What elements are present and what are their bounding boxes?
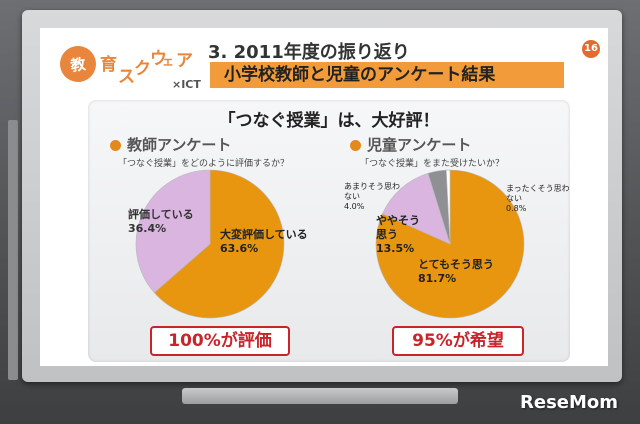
student-slice-3-value: 4.0%: [344, 202, 365, 211]
student-label-slice-2: ややそう思う 13.5%: [376, 214, 426, 255]
logo-char-6: ェ: [162, 54, 175, 68]
student-label-slice-4: まったくそう思わない 0.8%: [506, 184, 570, 214]
monitor-stand: [182, 388, 458, 404]
teacher-slice-1-label: 大変評価している: [220, 228, 308, 241]
teacher-label-slice-1: 大変評価している 63.6%: [220, 228, 308, 256]
teacher-label-slice-2: 評価している 36.4%: [128, 208, 194, 236]
logo-char-7: ア: [176, 51, 193, 71]
student-slice-3-label: あまりそう思わない: [344, 182, 400, 201]
student-slice-4-label: まったくそう思わない: [506, 184, 570, 203]
teacher-callout: 100%が評価: [150, 326, 290, 356]
teacher-question: 「つなぐ授業」をどのように評価するか？: [118, 159, 290, 169]
teacher-chart-title-text: 教師アンケート: [127, 136, 232, 154]
slide-title: 3. 2011年度の振り返り: [208, 42, 410, 63]
student-chart-title: 児童アンケート: [350, 134, 471, 155]
watermark: ReseMom: [520, 392, 619, 413]
student-question: 「つなぐ授業」をまた受けたいか？: [360, 159, 505, 169]
student-slice-1-value: 81.7%: [418, 271, 457, 285]
bullet-dot-icon: [110, 140, 121, 151]
student-slice-2-label: ややそう思う: [376, 214, 420, 241]
student-slice-4: [445, 169, 451, 245]
student-label-slice-3: あまりそう思わない 4.0%: [344, 182, 406, 212]
logo-char-3: ス: [118, 67, 135, 87]
teacher-slice-2: [135, 169, 211, 294]
student-slice-2-value: 13.5%: [376, 241, 415, 255]
teacher-chart-title: 教師アンケート: [110, 134, 231, 155]
teacher-slice-2-label: 評価している: [128, 208, 194, 221]
teacher-pie-chart: [135, 169, 285, 319]
teacher-slice-2-value: 36.4%: [128, 221, 167, 235]
page-number-badge: 16: [582, 40, 600, 58]
student-slice-2: [382, 172, 451, 245]
teacher-slice-1-value: 63.6%: [220, 241, 259, 255]
slide-subtitle: 小学校教師と児童のアンケート結果: [210, 62, 564, 88]
logo-char-1: 教: [57, 43, 99, 85]
easel-leg: [8, 120, 18, 380]
student-callout: 95%が希望: [392, 326, 524, 356]
logo-char-4: ク: [134, 59, 151, 79]
student-slice-1-label: とてもそう思う: [418, 258, 494, 271]
student-slice-4-value: 0.8%: [506, 204, 527, 213]
logo-char-5: ウ: [150, 49, 167, 69]
logo-char-2: 育: [100, 55, 117, 75]
student-label-slice-1: とてもそう思う 81.7%: [418, 258, 494, 286]
student-chart-title-text: 児童アンケート: [367, 136, 472, 154]
presentation-screen: 教 育 ス ク ウ ェ ア ×ICT 3. 2011年度の振り返り 小学校教師と…: [40, 28, 608, 366]
teacher-slice-1: [153, 169, 285, 319]
logo-subtitle: ×ICT: [172, 78, 201, 91]
student-pie-chart: [375, 169, 525, 319]
logo: 教 育 ス ク ウ ェ ア ×ICT: [54, 36, 214, 100]
bullet-dot-icon: [350, 140, 361, 151]
headline: 「つなぐ授業」は、大好評！: [218, 111, 440, 131]
survey-panel: 「つなぐ授業」は、大好評！ 教師アンケート 「つなぐ授業」をどのように評価するか…: [88, 100, 570, 362]
